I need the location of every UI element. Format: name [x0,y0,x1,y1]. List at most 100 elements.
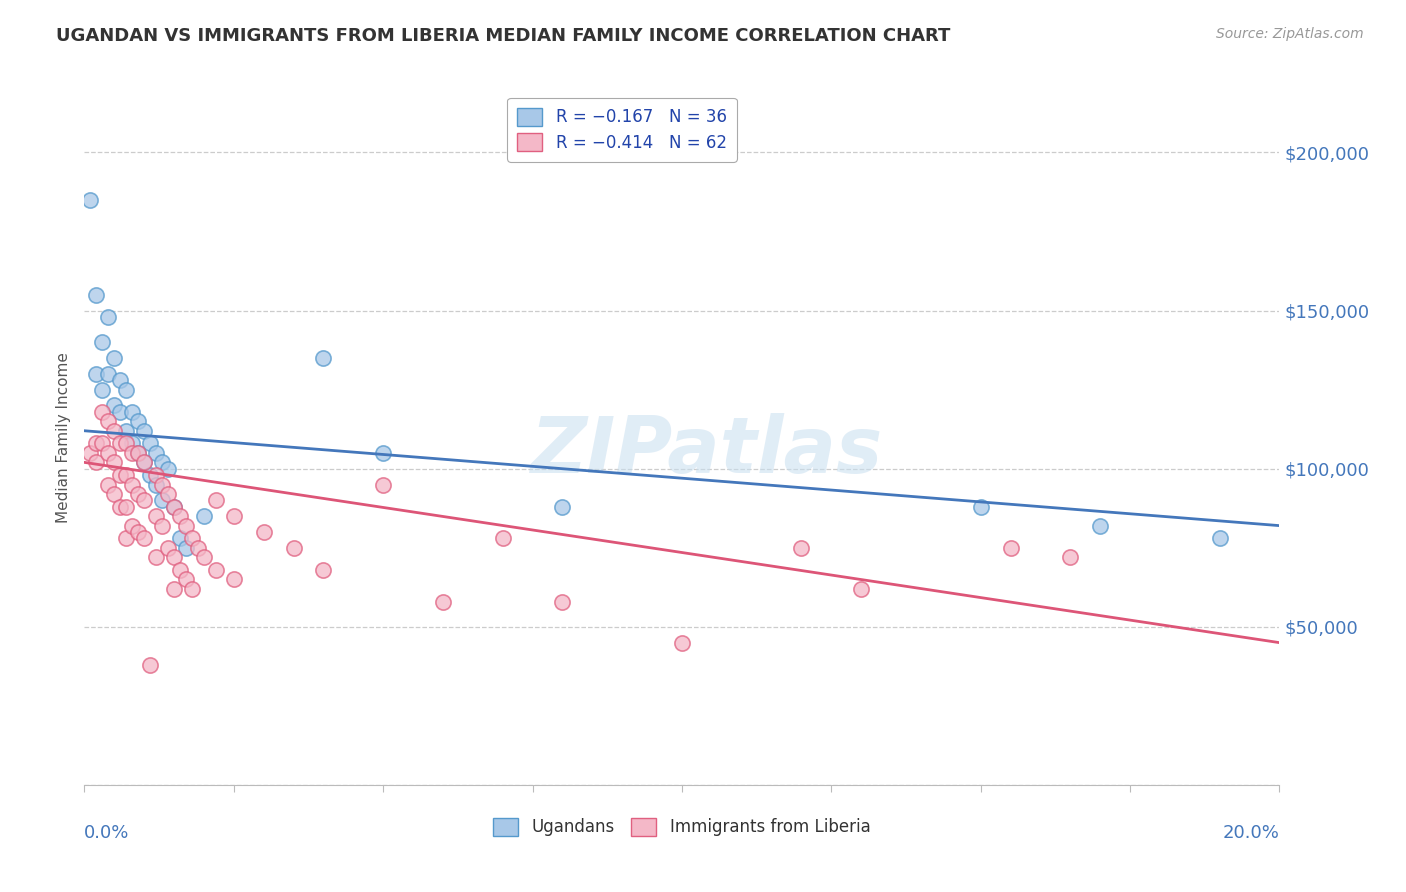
Point [115,383,138,397]
Point [193,550,215,565]
Point [205,493,228,508]
Point [132,493,156,508]
Point [150,518,173,533]
Point [174,573,197,587]
Point [551,500,574,514]
Point [97,414,120,428]
Point [97,310,120,324]
Point [150,455,173,469]
Point [312,351,335,365]
Point [157,461,180,475]
Point [181,582,204,596]
Text: 0.0%: 0.0% [84,824,129,842]
Point [150,477,173,491]
Text: Source: ZipAtlas.com: Source: ZipAtlas.com [1216,27,1364,41]
Point [169,563,191,577]
Point [139,468,162,483]
Point [163,582,186,596]
Point [169,531,191,545]
Point [132,455,156,469]
Point [373,477,395,491]
Point [115,436,138,450]
Point [127,487,149,501]
Point [283,541,305,555]
Point [169,509,191,524]
Point [145,509,167,524]
Point [103,424,125,438]
Point [91,335,114,350]
Point [150,493,173,508]
Point [79,193,101,207]
Point [110,405,132,419]
Point [163,500,186,514]
Point [1090,518,1112,533]
Point [145,477,167,491]
Point [103,351,125,365]
Point [103,487,125,501]
Point [312,563,335,577]
Point [103,455,125,469]
Point [132,531,156,545]
Point [127,414,149,428]
Point [110,436,132,450]
Point [115,531,138,545]
Text: ZIPatlas: ZIPatlas [530,413,882,489]
Point [851,582,873,596]
Point [163,500,186,514]
Point [127,446,149,460]
Point [121,436,143,450]
Point [205,563,228,577]
Point [132,455,156,469]
Point [115,424,138,438]
Point [492,531,515,545]
Point [121,405,143,419]
Point [132,424,156,438]
Y-axis label: Median Family Income: Median Family Income [56,351,72,523]
Point [222,509,245,524]
Point [193,509,215,524]
Point [139,436,162,450]
Point [145,446,167,460]
Point [970,500,993,514]
Point [121,518,143,533]
Point [103,399,125,413]
Point [157,541,180,555]
Point [121,446,143,460]
Point [86,367,108,381]
Point [91,383,114,397]
Point [790,541,813,555]
Point [145,468,167,483]
Point [110,468,132,483]
Point [86,455,108,469]
Point [181,531,204,545]
Point [115,468,138,483]
Point [432,594,454,608]
Point [157,487,180,501]
Point [86,287,108,301]
Point [373,446,395,460]
Point [1209,531,1232,545]
Point [91,405,114,419]
Point [187,541,209,555]
Point [145,550,167,565]
Point [110,373,132,387]
Point [1000,541,1022,555]
Point [1059,550,1081,565]
Point [253,524,276,539]
Point [174,518,197,533]
Point [121,477,143,491]
Point [115,500,138,514]
Point [127,446,149,460]
Point [86,436,108,450]
Point [110,500,132,514]
Point [97,477,120,491]
Point [551,594,574,608]
Point [97,367,120,381]
Point [139,657,162,672]
Point [222,573,245,587]
Text: 20.0%: 20.0% [1223,824,1279,842]
Point [91,436,114,450]
Text: UGANDAN VS IMMIGRANTS FROM LIBERIA MEDIAN FAMILY INCOME CORRELATION CHART: UGANDAN VS IMMIGRANTS FROM LIBERIA MEDIA… [56,27,950,45]
Legend: Ugandans, Immigrants from Liberia: Ugandans, Immigrants from Liberia [484,807,880,847]
Point [79,446,101,460]
